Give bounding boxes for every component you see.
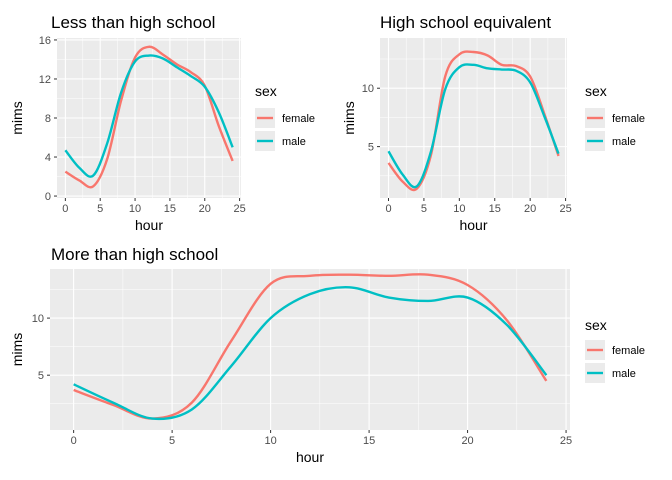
x-tick-label: 5 bbox=[169, 435, 175, 447]
y-tick-label: 16 bbox=[39, 35, 51, 47]
y-axis-title: mims bbox=[341, 101, 357, 134]
y-tick-label: 0 bbox=[45, 191, 51, 203]
y-axis-title: mims bbox=[9, 333, 25, 366]
x-tick-label: 20 bbox=[461, 435, 473, 447]
legend: sex female male bbox=[585, 317, 645, 383]
x-axis-title: hour bbox=[459, 217, 487, 233]
chart-panel-3: 0 5 10 15 20 25 5 10 More than high school hour mi… bbox=[9, 245, 645, 465]
x-tick-label: 5 bbox=[97, 203, 103, 215]
x-tick-label: 20 bbox=[199, 203, 211, 215]
y-tick-label: 10 bbox=[32, 313, 44, 325]
x-tick-label: 10 bbox=[264, 435, 276, 447]
x-tick-label: 25 bbox=[559, 203, 571, 215]
x-tick-label: 10 bbox=[453, 203, 465, 215]
x-tick-label: 0 bbox=[385, 203, 391, 215]
legend-label-male: male bbox=[282, 136, 306, 148]
chart-title: More than high school bbox=[51, 245, 218, 264]
chart-title: High school equivalent bbox=[380, 13, 551, 32]
legend-label-female: female bbox=[612, 345, 645, 357]
plot-panel bbox=[380, 38, 567, 198]
x-tick-label: 25 bbox=[560, 435, 572, 447]
legend-title: sex bbox=[255, 83, 277, 99]
x-tick-label: 25 bbox=[233, 203, 245, 215]
y-tick-label: 5 bbox=[368, 142, 374, 154]
y-tick-label: 12 bbox=[39, 74, 51, 86]
x-tick-label: 10 bbox=[129, 203, 141, 215]
legend-label-female: female bbox=[282, 113, 315, 125]
legend: sex female male bbox=[255, 83, 315, 151]
legend-title: sex bbox=[585, 83, 607, 99]
y-tick-label: 4 bbox=[45, 152, 51, 164]
x-axis-title: hour bbox=[296, 449, 324, 465]
x-tick-label: 0 bbox=[62, 203, 68, 215]
legend: sex female male bbox=[585, 83, 645, 151]
chart-title: Less than high school bbox=[51, 13, 215, 32]
x-tick-label: 0 bbox=[71, 435, 77, 447]
y-tick-label: 5 bbox=[38, 370, 44, 382]
legend-label-male: male bbox=[612, 136, 636, 148]
legend-label-female: female bbox=[612, 113, 645, 125]
series-line-female bbox=[387, 50, 560, 192]
x-axis-title: hour bbox=[135, 217, 163, 233]
series-line-male bbox=[387, 63, 560, 189]
x-tick-label: 20 bbox=[524, 203, 536, 215]
series-line-male bbox=[73, 285, 548, 421]
y-tick-label: 10 bbox=[362, 83, 374, 95]
series-line-male bbox=[64, 54, 234, 178]
legend-label-male: male bbox=[612, 368, 636, 380]
y-axis-title: mims bbox=[9, 101, 25, 134]
chart-panel-2: 0 5 10 15 20 25 5 10 High school equivalent hour m… bbox=[341, 13, 645, 233]
x-tick-label: 15 bbox=[164, 203, 176, 215]
legend-title: sex bbox=[585, 317, 607, 333]
y-tick-label: 8 bbox=[45, 113, 51, 125]
x-tick-label: 15 bbox=[489, 203, 501, 215]
x-tick-label: 5 bbox=[421, 203, 427, 215]
x-tick-label: 15 bbox=[363, 435, 375, 447]
